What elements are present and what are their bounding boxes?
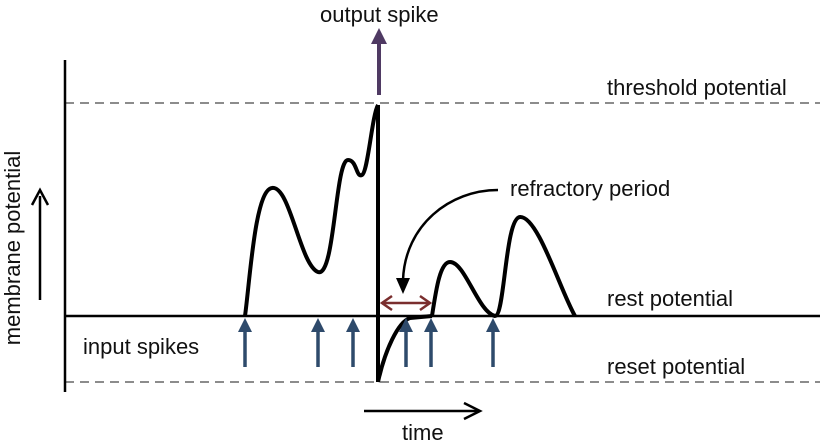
refractory-period-label: refractory period [510, 176, 670, 201]
reset-recovery-curve [376, 314, 433, 383]
output-spike-label: output spike [320, 2, 439, 27]
reset-potential-label: reset potential [607, 354, 745, 379]
input-spike-arrow-1 [238, 318, 252, 367]
input-spikes-label: input spikes [83, 334, 199, 359]
refractory-pointer-arrow [396, 188, 499, 294]
y-axis-arrow [30, 187, 50, 300]
input-spike-arrow-3 [346, 318, 360, 367]
input-spike-arrows [238, 318, 500, 367]
input-spike-arrow-5 [424, 318, 438, 367]
refractory-double-arrow [379, 294, 433, 312]
time-arrow [364, 401, 483, 421]
post-refractory-curve [430, 214, 577, 318]
input-spike-arrow-4 [399, 318, 413, 367]
input-spike-arrow-6 [486, 318, 500, 367]
x-axis-label: time [402, 420, 444, 441]
output-spike-arrow [371, 28, 387, 95]
rest-potential-label: rest potential [607, 286, 733, 311]
input-spike-arrow-2 [311, 318, 325, 367]
threshold-potential-label: threshold potential [607, 75, 787, 100]
y-axis-label: membrane potential [0, 151, 25, 345]
membrane-potential-curve [243, 103, 380, 317]
